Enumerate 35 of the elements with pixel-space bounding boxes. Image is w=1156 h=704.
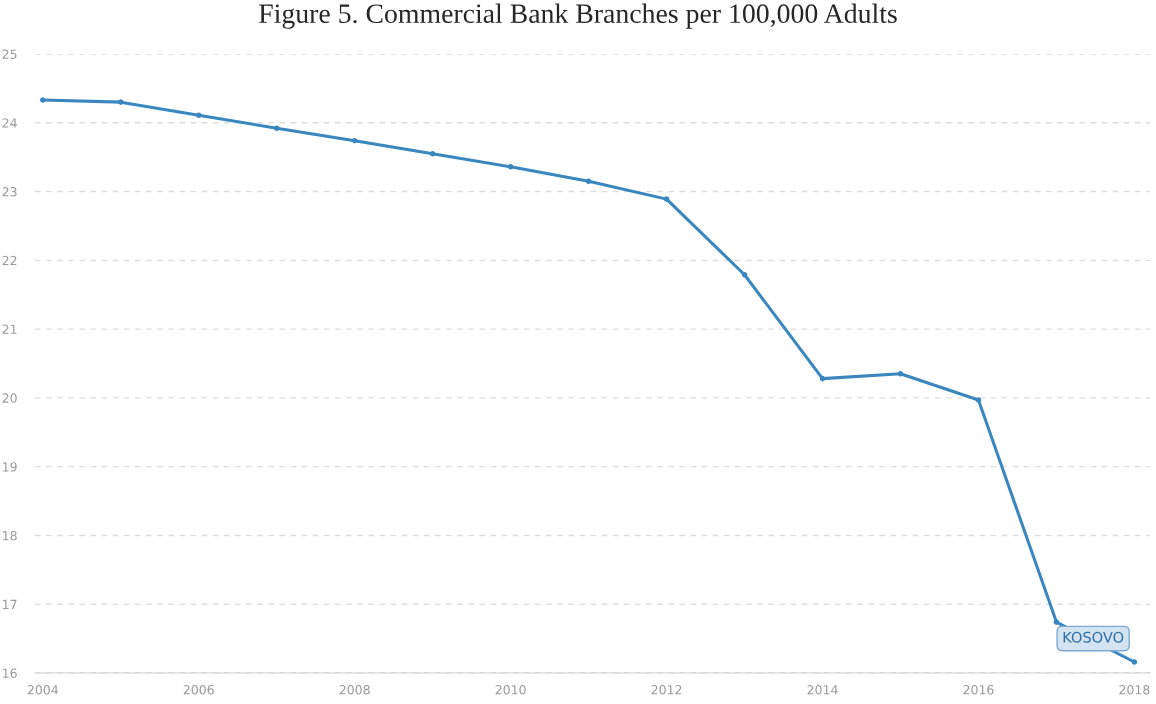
point [195,112,202,118]
x-tick-label: 2008 [339,685,370,695]
y-tick-label: 25 [2,49,17,59]
x-tick-label: 2004 [27,685,58,695]
x-tick-label: 2018 [1119,685,1150,695]
x-tick-label: 2010 [495,685,526,695]
x-tick-label: 2012 [651,685,682,695]
y-tick-label: 19 [3,462,17,472]
point [273,125,280,132]
series-label: KOSOVO [1063,631,1124,643]
chart-title: Figure 5. Commercial Bank Branches per 100,000 Adults [259,3,897,29]
point [585,178,592,185]
x-tick-label: 2006 [183,685,214,695]
y-tick-label: 24 [2,118,17,128]
y-tick-label: 21 [2,324,17,334]
y-tick-label: 18 [3,530,17,541]
point [663,196,670,202]
point [117,99,124,105]
point [819,375,826,382]
y-tick-label: 16 [3,668,17,678]
point [351,137,358,144]
point [741,272,748,278]
x-tick-label: 2016 [963,685,994,695]
point [975,397,982,403]
point [507,164,514,170]
point [1131,659,1138,665]
y-tick-label: 22 [2,255,17,266]
point [429,150,436,157]
point [1053,619,1060,625]
x-tick-label: 2014 [807,685,838,695]
y-tick-label: 20 [2,393,17,403]
y-tick-label: 17 [3,599,17,609]
y-tick-label: 23 [2,187,17,197]
point [897,371,904,377]
point [40,97,46,103]
